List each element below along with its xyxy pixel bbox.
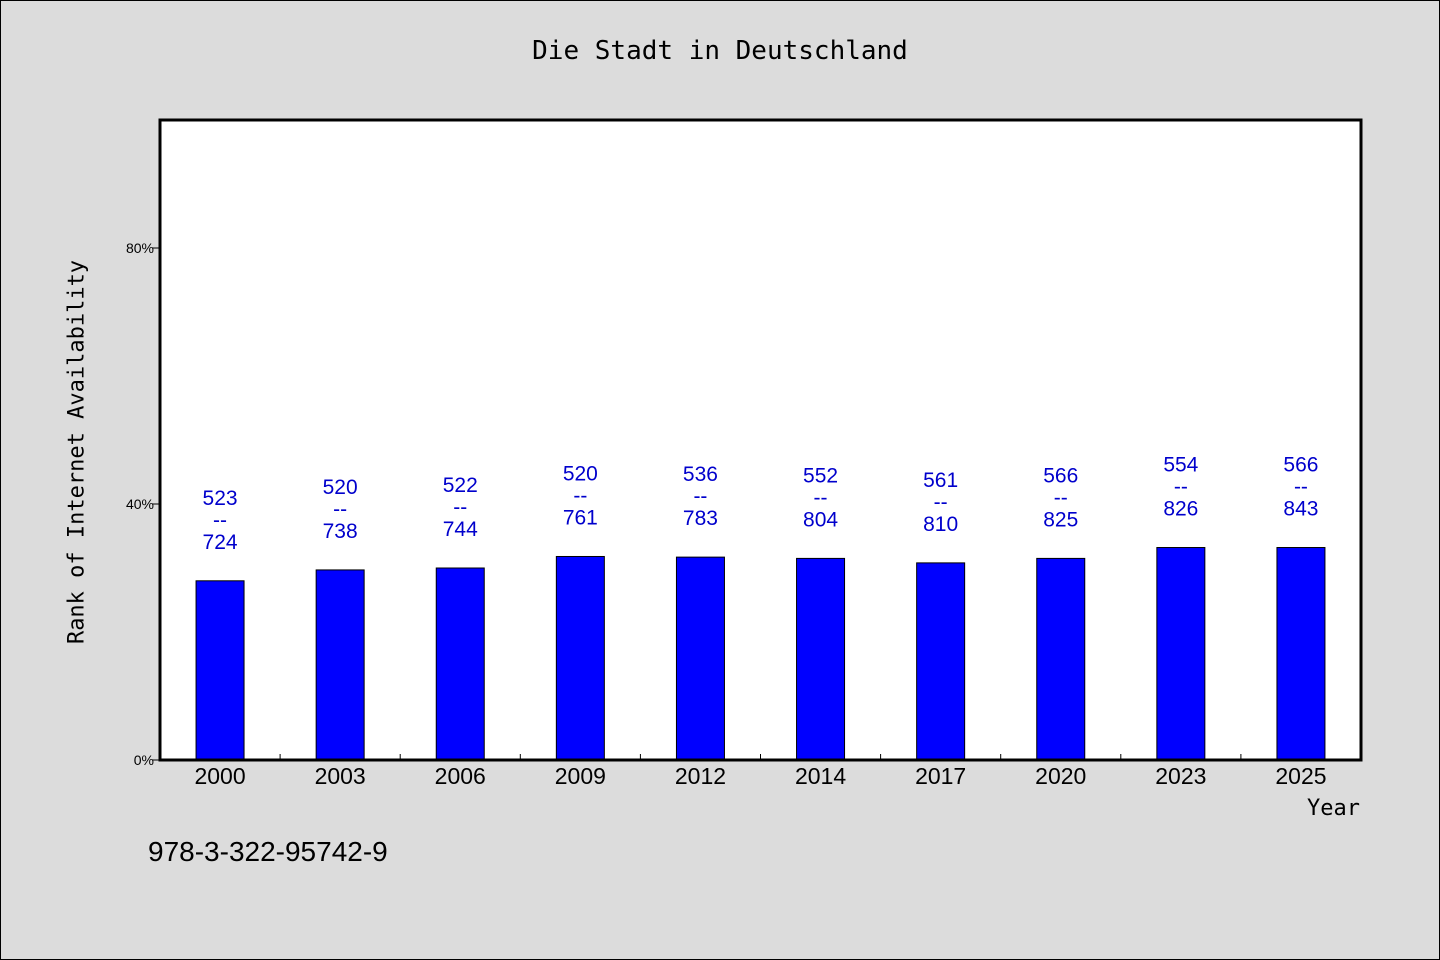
bar xyxy=(1036,557,1086,761)
data-label: -- xyxy=(213,509,227,532)
data-label: -- xyxy=(1054,486,1068,509)
data-label: -- xyxy=(934,491,948,514)
data-label: 522 xyxy=(443,474,478,497)
x-tick-label: 2014 xyxy=(795,763,846,789)
data-label: 561 xyxy=(923,469,958,492)
bar xyxy=(315,569,365,761)
bar xyxy=(435,567,485,761)
data-label: 810 xyxy=(923,513,958,536)
data-label: 825 xyxy=(1043,508,1078,531)
data-label: 761 xyxy=(563,506,598,529)
isbn-text: 978-3-322-95742-9 xyxy=(148,836,388,867)
data-label: 566 xyxy=(1283,454,1318,477)
x-tick-label: 2012 xyxy=(675,763,726,789)
bar xyxy=(1276,547,1326,761)
bar xyxy=(1156,547,1206,761)
x-tick-label: 2003 xyxy=(315,763,366,789)
bar xyxy=(675,556,725,761)
data-label: 552 xyxy=(803,464,838,487)
data-label: 738 xyxy=(323,520,358,543)
data-label: -- xyxy=(333,498,347,521)
x-tick-label: 2017 xyxy=(915,763,966,789)
data-label: -- xyxy=(693,485,707,508)
data-label: 826 xyxy=(1163,498,1198,521)
bar xyxy=(916,562,966,761)
x-tick-label: 2025 xyxy=(1275,763,1326,789)
data-label: 783 xyxy=(683,507,718,530)
y-tick-label: 80% xyxy=(126,240,154,256)
data-label: 724 xyxy=(203,531,238,554)
x-tick-label: 2023 xyxy=(1155,763,1206,789)
data-label: 523 xyxy=(203,487,238,510)
data-label: -- xyxy=(1294,476,1308,499)
chart-title: Die Stadt in Deutschland xyxy=(532,36,908,66)
data-label: 536 xyxy=(683,463,718,486)
data-label: 520 xyxy=(323,476,358,499)
x-tick-label: 2006 xyxy=(435,763,486,789)
bar xyxy=(195,580,245,761)
bar xyxy=(555,555,605,761)
x-axis-label: Year xyxy=(1307,796,1360,821)
bar xyxy=(796,557,846,761)
data-label: 744 xyxy=(443,518,478,541)
y-tick-label: 40% xyxy=(126,496,154,512)
y-tick-label: 0% xyxy=(134,752,154,768)
data-label: -- xyxy=(814,486,828,509)
x-tick-label: 2009 xyxy=(555,763,606,789)
x-tick-label: 2020 xyxy=(1035,763,1086,789)
data-label: 520 xyxy=(563,462,598,485)
data-label: 843 xyxy=(1283,498,1318,521)
data-label: 554 xyxy=(1163,454,1198,477)
data-label: -- xyxy=(453,496,467,519)
data-label: -- xyxy=(573,484,587,507)
data-label: -- xyxy=(1174,476,1188,499)
data-label: 566 xyxy=(1043,464,1078,487)
data-label: 804 xyxy=(803,508,838,531)
x-tick-label: 2000 xyxy=(194,763,245,789)
